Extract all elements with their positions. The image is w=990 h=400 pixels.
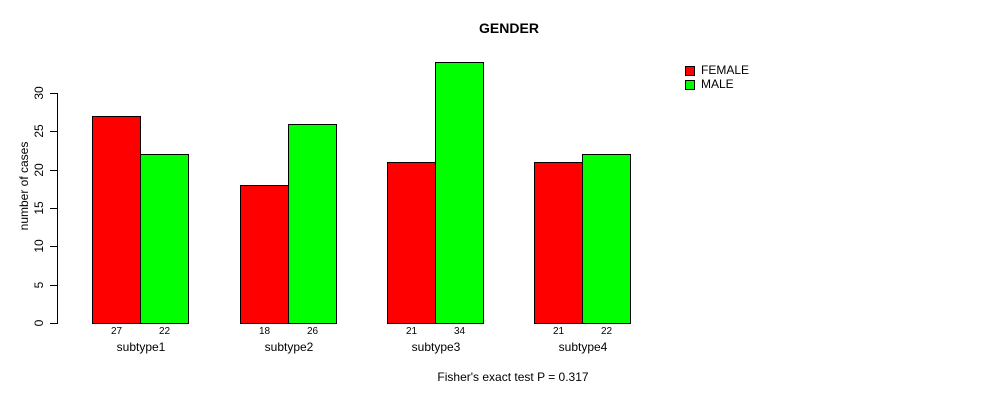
legend-swatch-male [685, 79, 695, 90]
y-tick-label: 30 [32, 86, 46, 100]
y-tick-mark [50, 285, 57, 286]
bar-female-subtype3 [387, 162, 436, 324]
y-tick-mark [50, 208, 57, 209]
bar-value-label: 27 [110, 326, 123, 337]
bar-female-subtype1 [92, 116, 141, 324]
bar-value-label: 21 [552, 326, 565, 337]
legend-item-female: FEMALE [685, 64, 749, 77]
legend-item-male: MALE [685, 78, 749, 91]
bar-male-subtype2 [288, 124, 337, 324]
y-tick-mark [50, 93, 57, 94]
legend: FEMALE MALE [685, 64, 749, 92]
y-tick-mark [50, 131, 57, 132]
y-tick-mark [50, 323, 57, 324]
y-tick-label: 20 [32, 163, 46, 177]
chart-title: GENDER [479, 20, 539, 36]
y-tick-label: 15 [32, 201, 46, 215]
bar-male-subtype3 [435, 62, 484, 324]
bar-male-subtype4 [582, 154, 631, 324]
bar-value-label: 34 [453, 326, 466, 337]
x-category-label-subtype3: subtype3 [411, 340, 461, 354]
y-tick-label: 5 [32, 281, 46, 289]
bar-value-label: 22 [600, 326, 613, 337]
x-category-label-subtype2: subtype2 [264, 340, 314, 354]
bar-value-label: 26 [306, 326, 319, 337]
bar-female-subtype4 [534, 162, 583, 324]
x-category-label-subtype4: subtype4 [558, 340, 608, 354]
legend-label-male: MALE [701, 77, 734, 91]
bar-male-subtype1 [140, 154, 189, 324]
fisher-test-annotation: Fisher's exact test P = 0.317 [437, 370, 589, 384]
y-tick-mark [50, 170, 57, 171]
y-axis-label: number of cases [17, 141, 31, 231]
legend-label-female: FEMALE [701, 63, 750, 77]
legend-swatch-female [685, 65, 695, 76]
bar-female-subtype2 [240, 185, 289, 324]
bar-value-label: 18 [258, 326, 271, 337]
y-tick-label: 25 [32, 124, 46, 138]
x-category-label-subtype1: subtype1 [116, 340, 166, 354]
y-tick-label: 0 [32, 319, 46, 327]
bar-value-label: 22 [158, 326, 171, 337]
y-tick-mark [50, 246, 57, 247]
y-tick-label: 10 [32, 239, 46, 253]
bar-value-label: 21 [405, 326, 418, 337]
y-axis-line [57, 93, 58, 324]
